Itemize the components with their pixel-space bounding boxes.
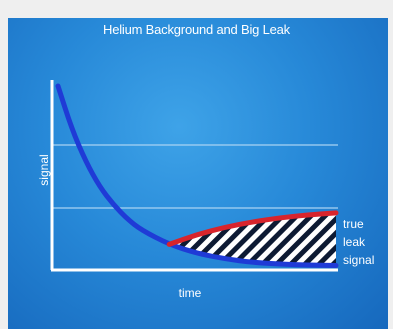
annotation-line-1: true xyxy=(343,217,364,231)
chart-panel xyxy=(8,18,388,329)
y-axis-label: signal xyxy=(37,154,51,186)
background-curve xyxy=(55,83,339,268)
chart-title: Helium Background and Big Leak xyxy=(103,22,290,37)
leak-curve xyxy=(166,210,339,247)
x-axis-label: time xyxy=(178,286,202,300)
leak-signal-area xyxy=(169,212,336,266)
annotation-line-2: leak xyxy=(343,235,366,249)
annotation-line-3: signal xyxy=(343,253,375,267)
